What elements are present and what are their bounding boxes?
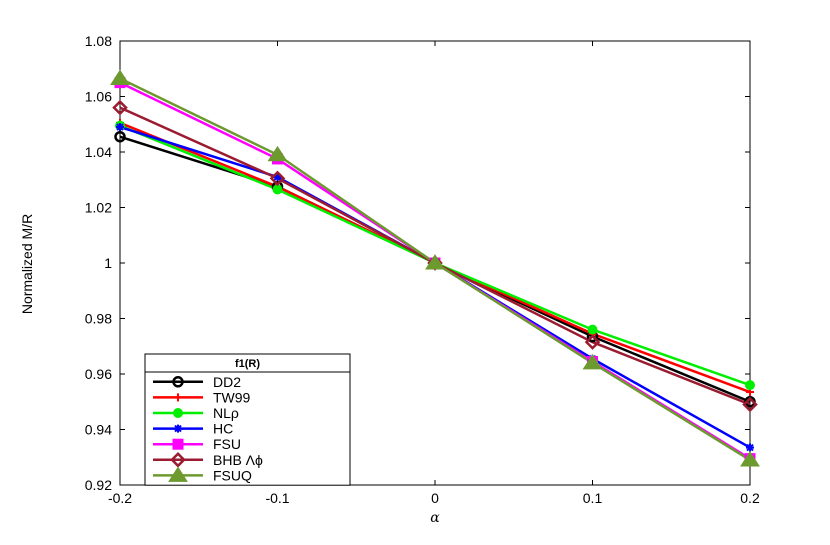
legend-item: BHB Λϕ [153, 452, 263, 468]
y-tick-label: 1.04 [85, 144, 112, 160]
y-tick-label: 1.08 [85, 33, 112, 49]
data-point [272, 184, 283, 195]
x-tick-label: -0.1 [265, 490, 289, 506]
data-point [745, 380, 755, 391]
x-tick-label: 0 [431, 490, 439, 506]
legend-label: DD2 [213, 374, 241, 390]
legend-marker [174, 393, 182, 402]
legend-marker [168, 466, 188, 482]
plot-layer: 0.92 0.94 0.96 0.98 1 1.02 1.04 1.06 1.08 -0.2 -0.… [85, 33, 760, 506]
y-tick-label: 0.98 [85, 311, 112, 327]
legend-item: HC [153, 421, 233, 437]
legend-label: HC [213, 421, 233, 437]
y-tick-label: 1 [104, 255, 112, 271]
data-point [746, 443, 754, 452]
data-point [740, 451, 760, 467]
data-point [584, 334, 601, 350]
legend-label: TW99 [213, 389, 251, 405]
x-tick-label: -0.2 [108, 490, 132, 506]
y-tick-label: 0.96 [85, 366, 112, 382]
data-point [112, 99, 128, 116]
legend-marker [170, 452, 186, 468]
legend-item: DD2 [153, 374, 241, 390]
data-point [114, 130, 126, 143]
data-point [110, 69, 130, 85]
legend-marker [173, 408, 183, 418]
legend-item: NLρ [153, 405, 239, 421]
legend-marker [172, 438, 184, 450]
legend-label: FSU [213, 436, 241, 452]
legend-label: NLρ [213, 405, 239, 421]
x-tick-label: 0.2 [740, 490, 760, 506]
legend-title: f1(R) [235, 358, 260, 370]
data-point [582, 353, 603, 370]
x-tick-label: 0.1 [583, 490, 603, 506]
y-axis-title: Normalized M/R [19, 214, 35, 314]
y-tick-label: 0.94 [85, 422, 112, 438]
data-point [116, 123, 124, 132]
y-tick-label: 0.92 [85, 477, 112, 493]
x-axis-title: α [430, 510, 440, 526]
y-tick-label: 1.02 [85, 200, 112, 216]
legend-label: BHB Λϕ [213, 452, 263, 468]
data-point [742, 396, 758, 413]
legend-item: FSU [153, 436, 241, 452]
legend-label: FSUQ [213, 467, 252, 483]
legend-marker [174, 424, 182, 433]
legend-item: FSUQ [153, 466, 252, 483]
y-tick-label: 1.06 [85, 89, 112, 105]
data-point [425, 254, 445, 270]
data-point [267, 145, 288, 162]
data-point [587, 324, 598, 335]
legend-item: TW99 [153, 389, 251, 405]
legend-marker [172, 376, 184, 388]
data-point [269, 170, 286, 187]
